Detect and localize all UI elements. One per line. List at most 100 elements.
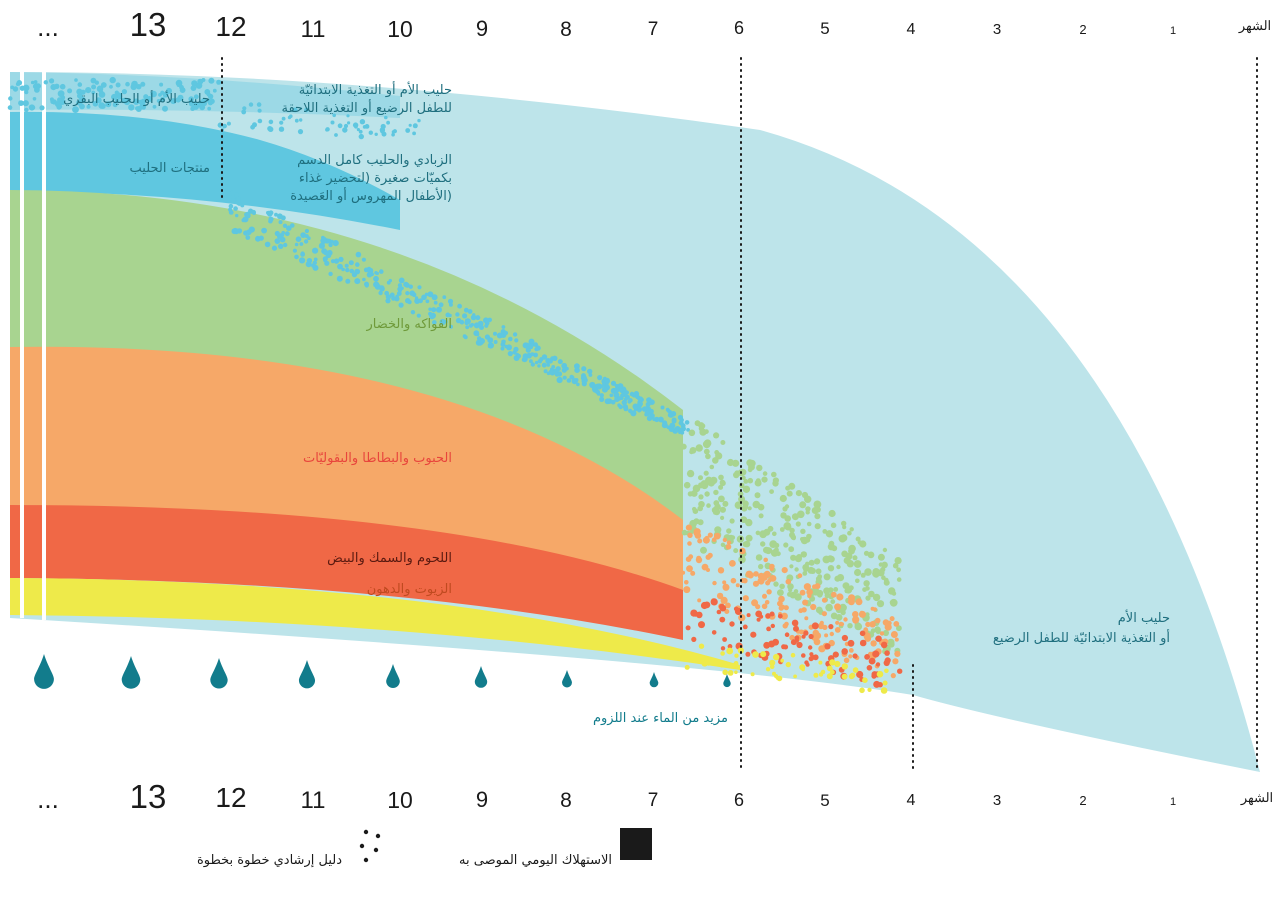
- guidance-dot: [268, 216, 274, 222]
- guidance-dot: [50, 84, 57, 91]
- month-label: 13: [130, 6, 167, 43]
- guidance-dot: [892, 562, 899, 569]
- guidance-dot: [743, 540, 751, 548]
- guidance-dot: [379, 269, 384, 274]
- guidance-dot: [516, 353, 522, 359]
- guidance-dot: [825, 603, 833, 612]
- guidance-dot: [758, 513, 764, 519]
- guidance-dot: [880, 641, 888, 649]
- guidance-dot: [226, 121, 231, 126]
- guidance-dot: [822, 555, 831, 564]
- guidance-dot: [756, 464, 763, 472]
- guidance-dot: [753, 571, 759, 577]
- guidance-dot: [79, 103, 85, 110]
- guidance-dot: [720, 596, 728, 605]
- guidance-dot: [546, 363, 550, 367]
- guidance-dot: [713, 432, 720, 439]
- guidance-dot: [772, 638, 779, 646]
- guidance-dot: [747, 477, 754, 484]
- guidance-dot: [136, 84, 142, 90]
- guidance-dot: [150, 90, 157, 98]
- guidance-dot: [793, 674, 797, 679]
- guidance-dot: [701, 482, 706, 488]
- guidance-dot: [605, 382, 609, 386]
- guidance-dot: [125, 81, 130, 87]
- guidance-dot: [852, 617, 859, 624]
- guidance-dot: [133, 81, 138, 85]
- guidance-dot: [784, 523, 792, 531]
- guidance-dot: [848, 544, 856, 553]
- guidance-dot: [820, 669, 826, 675]
- guidance-dot: [12, 86, 19, 92]
- guidance-dot: [403, 281, 409, 288]
- guidance-dot: [777, 589, 784, 596]
- guidance-dot: [765, 580, 771, 586]
- guidance-dot: [817, 574, 823, 579]
- guidance-dot: [862, 677, 868, 683]
- guidance-dot: [718, 474, 724, 481]
- guidance-dot: [311, 263, 316, 268]
- guidance-dot: [805, 506, 811, 512]
- guidance-dot: [841, 663, 848, 670]
- guidance-dot: [688, 429, 696, 437]
- guidance-dot: [874, 617, 881, 624]
- guidance-dot: [438, 302, 444, 308]
- guidance-dot: [834, 660, 841, 668]
- guidance-dot: [380, 128, 385, 134]
- guidance-dot: [859, 639, 867, 647]
- guidance-dot: [562, 375, 567, 380]
- guidance-dot: [724, 609, 730, 614]
- guidance-dot: [781, 567, 788, 574]
- guidance-dot: [711, 630, 717, 635]
- guidance-dot: [306, 258, 313, 264]
- guidance-dot: [785, 578, 792, 585]
- guidance-dot: [303, 239, 309, 244]
- guidance-dot: [601, 386, 608, 393]
- guidance-dot: [794, 567, 799, 572]
- guidance-dot: [493, 340, 498, 344]
- guidance-dot: [92, 101, 99, 107]
- guidance-dot: [810, 654, 816, 660]
- guidance-dot: [324, 260, 330, 266]
- left-separators: [20, 72, 46, 620]
- guidance-dot: [787, 591, 792, 597]
- guidance-dot: [300, 232, 307, 239]
- guidance-dot: [814, 632, 822, 640]
- guidance-dot: [859, 610, 866, 618]
- guidance-dot: [808, 645, 813, 650]
- guidance-dot: [22, 84, 30, 92]
- guidance-dot: [554, 372, 560, 377]
- guidance-dot: [828, 509, 836, 518]
- guidance-dot: [278, 243, 284, 249]
- guidance-dot: [764, 547, 772, 555]
- guidance-dot: [722, 537, 728, 543]
- guidance-dot: [848, 594, 856, 602]
- guidance-dot: [786, 490, 793, 497]
- guidance-dot: [692, 506, 697, 512]
- guidance-dot: [231, 228, 238, 235]
- guidance-dot: [712, 580, 717, 586]
- guidance-dot: [722, 583, 730, 591]
- guidance-dot: [841, 520, 847, 527]
- guidance-dot: [726, 540, 732, 545]
- guidance-dot: [823, 587, 831, 595]
- guidance-dot: [832, 651, 839, 658]
- guidance-dot: [691, 636, 697, 643]
- guidance-dot: [86, 104, 91, 109]
- guidance-dot: [698, 494, 704, 500]
- guidance-dot: [698, 643, 705, 649]
- guidance-dot: [713, 508, 721, 516]
- guidance-dot: [574, 363, 580, 370]
- guidance-dot: [863, 550, 870, 556]
- guidance-dot: [617, 403, 621, 408]
- guidance-dot: [529, 343, 534, 348]
- guidance-dot: [713, 532, 721, 540]
- water-drop-icon: [34, 654, 54, 689]
- guidance-dot: [801, 491, 809, 499]
- guidance-dot: [222, 123, 227, 129]
- guidance-dot: [264, 241, 271, 248]
- guidance-dot: [762, 471, 768, 476]
- guidance-dot: [176, 83, 181, 87]
- guidance-dot: [875, 635, 882, 642]
- guidance-dot: [610, 399, 616, 405]
